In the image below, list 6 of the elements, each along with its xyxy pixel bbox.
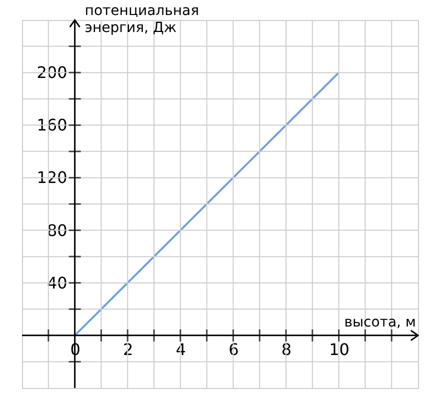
x-axis-title: высота, м — [344, 314, 416, 330]
y-axis-title: потенциальная энергия, Дж — [84, 3, 200, 36]
x-tick-label: 4 — [176, 340, 186, 359]
y-tick-label: 120 — [36, 168, 68, 188]
x-tick-label: 6 — [228, 340, 239, 359]
x-tick-label: 10 — [329, 340, 350, 359]
